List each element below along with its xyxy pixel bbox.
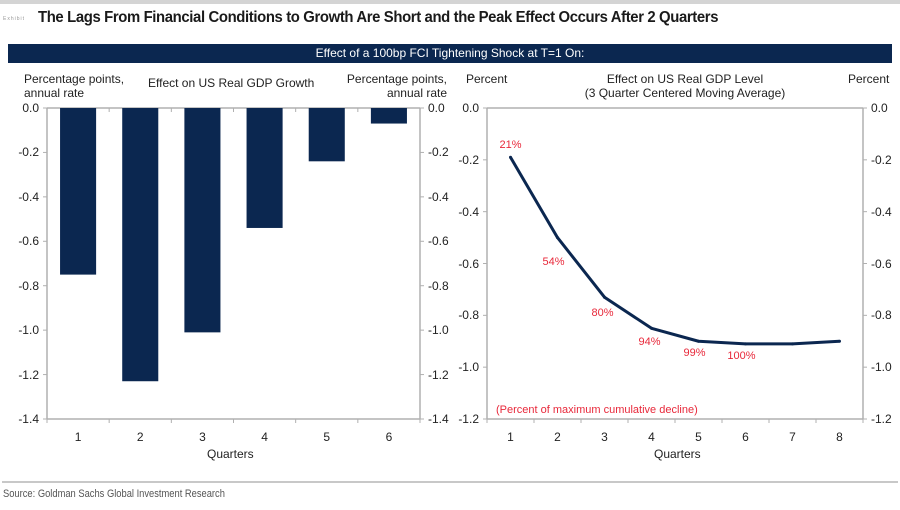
right-chart-annotation: (Percent of maximum cumulative decline) bbox=[496, 404, 698, 416]
right-xtick-label: 2 bbox=[554, 430, 561, 444]
right-chart-subtitle: (3 Quarter Centered Moving Average) bbox=[584, 86, 786, 100]
right-ytick-label: -0.4 bbox=[458, 204, 479, 219]
right-ytick-label-right: -0.6 bbox=[871, 256, 892, 271]
right-xtick-label: 7 bbox=[789, 430, 796, 444]
left-ytick-label-right: -0.6 bbox=[428, 234, 449, 249]
source-note: Source: Goldman Sachs Global Investment … bbox=[3, 488, 225, 500]
left-chart-ylabel-left: Percentage points, annual rate bbox=[24, 72, 124, 100]
right-xtick-label: 8 bbox=[836, 430, 843, 444]
left-ytick-label: 0.0 bbox=[22, 101, 39, 115]
right-ytick-label: 0.0 bbox=[462, 101, 479, 115]
gdp-level-point bbox=[744, 342, 747, 346]
left-ytick-label-right: 0.0 bbox=[428, 101, 445, 115]
right-xtick-label: 3 bbox=[601, 430, 608, 444]
left-chart-ylabel-right: Percentage points, annual rate bbox=[343, 72, 447, 100]
right-chart-title-line: Effect on US Real GDP Level bbox=[606, 72, 764, 86]
gdp-level-point bbox=[838, 339, 841, 343]
gdp-level-point bbox=[509, 155, 512, 159]
data-label-pct: 54% bbox=[542, 255, 565, 268]
gdp-level-point bbox=[791, 342, 794, 346]
source-divider bbox=[2, 481, 898, 483]
right-ytick-label-right: 0.0 bbox=[871, 101, 888, 115]
bar-q4 bbox=[246, 108, 283, 228]
right-ytick-label: -1.0 bbox=[458, 360, 479, 375]
left-xtick-label: 6 bbox=[385, 430, 393, 444]
left-ytick-label: -1.2 bbox=[18, 367, 39, 382]
left-ytick-label-right: -1.4 bbox=[428, 412, 449, 426]
left-ytick-label-right: -1.2 bbox=[428, 367, 449, 382]
left-ylabel-right-line2: annual rate bbox=[386, 86, 447, 100]
left-xtick-label: 3 bbox=[199, 430, 206, 444]
left-ytick-label: -0.8 bbox=[18, 278, 39, 293]
right-ytick-label-right: -0.2 bbox=[871, 152, 892, 167]
left-xtick-label: 4 bbox=[261, 430, 268, 444]
gdp-level-point bbox=[603, 295, 606, 299]
right-chart-ylabel-right: Percent bbox=[848, 72, 890, 86]
right-xtick-label: 6 bbox=[742, 430, 749, 444]
bar-q5 bbox=[308, 108, 345, 162]
right-ytick-label: -0.2 bbox=[458, 152, 479, 167]
right-ytick-label-right: -1.0 bbox=[871, 360, 892, 375]
data-label-pct: 100% bbox=[727, 349, 756, 362]
left-xtick-label: 2 bbox=[136, 430, 144, 444]
right-chart-title: Effect on US Real GDP Level (3 Quarter C… bbox=[560, 72, 810, 100]
right-ytick-label: -0.6 bbox=[458, 256, 479, 271]
gdp-level-point bbox=[556, 236, 559, 240]
gdp-level-point bbox=[697, 339, 700, 343]
left-ylabel-line2: annual rate bbox=[24, 86, 85, 100]
gdp-level-point bbox=[650, 326, 653, 330]
bar-q1 bbox=[60, 108, 97, 275]
left-ytick-label-right: -0.2 bbox=[428, 145, 449, 160]
data-label-pct: 99% bbox=[683, 347, 706, 360]
left-ytick-label: -0.6 bbox=[18, 234, 39, 249]
left-ytick-label-right: -1.0 bbox=[428, 323, 449, 338]
left-xtick-label: 5 bbox=[323, 430, 331, 444]
left-ytick-label: -1.4 bbox=[18, 412, 39, 426]
left-xtick-label: 1 bbox=[74, 430, 82, 444]
right-chart-xlabel: Quarters bbox=[654, 447, 701, 461]
right-ytick-label-right: -0.4 bbox=[871, 204, 892, 219]
gdp-level-line bbox=[509, 156, 840, 346]
right-ytick-label: -0.8 bbox=[458, 308, 479, 323]
right-chart-ylabel-left: Percent bbox=[466, 72, 508, 86]
page-title: The Lags From Financial Conditions to Gr… bbox=[38, 9, 719, 26]
right-ytick-label: -1.2 bbox=[458, 412, 479, 426]
bar-q2 bbox=[122, 108, 159, 382]
right-ytick-label-right: -1.2 bbox=[871, 412, 892, 426]
left-ytick-label: -0.4 bbox=[18, 189, 39, 204]
right-xtick-label: 4 bbox=[648, 430, 655, 444]
left-ytick-label: -1.0 bbox=[18, 323, 39, 338]
right-ytick-label-right: -0.8 bbox=[871, 308, 892, 323]
data-label-pct: 94% bbox=[638, 336, 661, 349]
exhibit-tag: Exhibit bbox=[3, 16, 26, 22]
left-ytick-label-right: -0.4 bbox=[428, 189, 449, 204]
left-ylabel-line1: Percentage points, bbox=[24, 72, 125, 86]
bar-q6 bbox=[370, 108, 407, 124]
top-rule bbox=[0, 0, 900, 4]
left-chart-xlabel: Quarters bbox=[207, 447, 254, 461]
left-ytick-label-right: -0.8 bbox=[428, 278, 449, 293]
data-label-pct: 21% bbox=[499, 139, 522, 152]
left-ytick-label: -0.2 bbox=[18, 145, 39, 160]
left-ylabel-right-line1: Percentage points, bbox=[346, 72, 447, 86]
right-xtick-label: 1 bbox=[507, 430, 514, 444]
left-chart-title: Effect on US Real GDP Growth bbox=[148, 76, 315, 90]
right-xtick-label: 5 bbox=[695, 430, 702, 444]
data-label-pct: 80% bbox=[591, 307, 614, 320]
shock-banner: Effect of a 100bp FCI Tightening Shock a… bbox=[8, 44, 892, 63]
bar-q3 bbox=[184, 108, 221, 333]
